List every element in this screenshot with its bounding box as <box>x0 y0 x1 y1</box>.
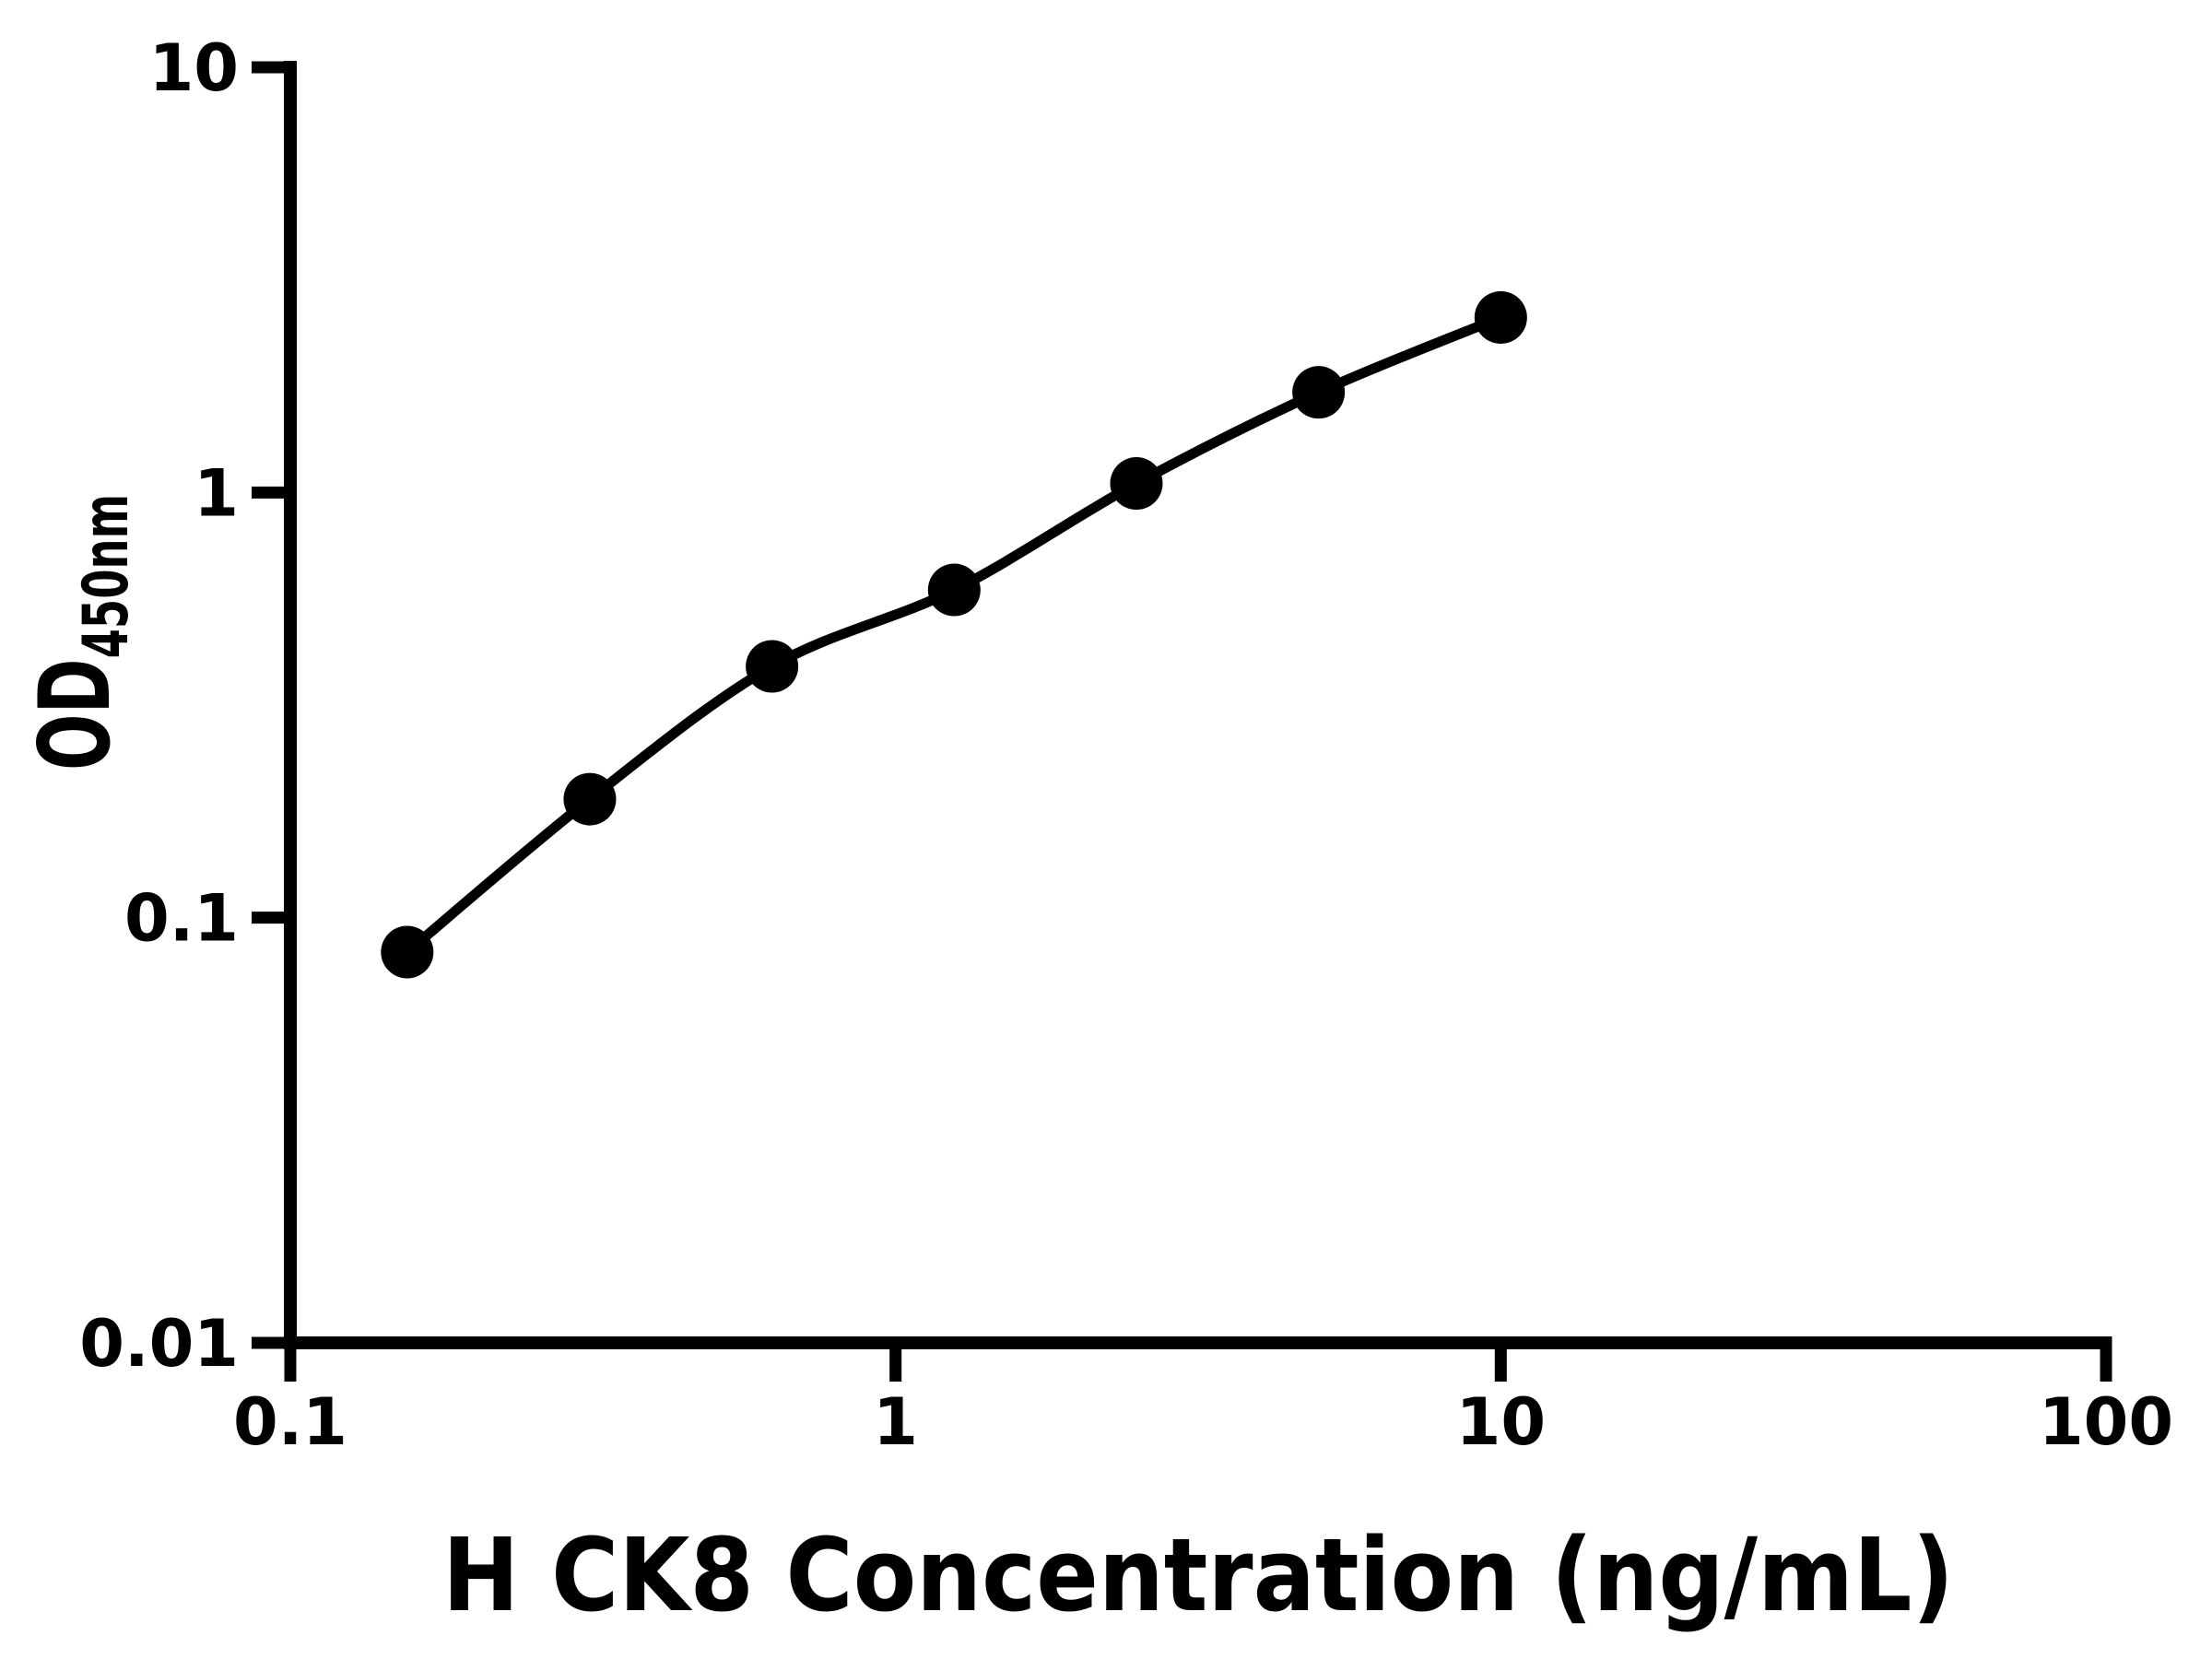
data-point-marker-7 <box>1474 290 1527 344</box>
y-axis-title-subscript: 450nm <box>70 494 143 658</box>
x-tick-label-100: 100 <box>2039 1384 2173 1460</box>
data-point-marker-3 <box>746 640 799 693</box>
data-point-marker-1 <box>381 925 434 979</box>
data-point-marker-2 <box>563 772 617 826</box>
y-tick-label-10: 10 <box>149 30 239 106</box>
x-tick-label-1: 1 <box>873 1384 918 1460</box>
y-tick-label-1: 1 <box>194 455 239 531</box>
y-tick-label-0.1: 0.1 <box>124 881 239 957</box>
y-axis-title-main: OD <box>18 658 132 771</box>
data-point-marker-6 <box>1292 366 1346 419</box>
fit-curve <box>402 312 1506 958</box>
y-tick-label-0.01: 0.01 <box>79 1306 239 1382</box>
x-tick-label-0.1: 0.1 <box>233 1384 347 1460</box>
y-axis-title: OD450nm <box>18 494 143 771</box>
data-point-marker-5 <box>1110 457 1163 511</box>
x-tick-label-10: 10 <box>1456 1384 1546 1460</box>
data-point-marker-4 <box>927 563 981 617</box>
x-axis-title: H CK8 Concentration (ng/mL) <box>442 1516 1954 1634</box>
